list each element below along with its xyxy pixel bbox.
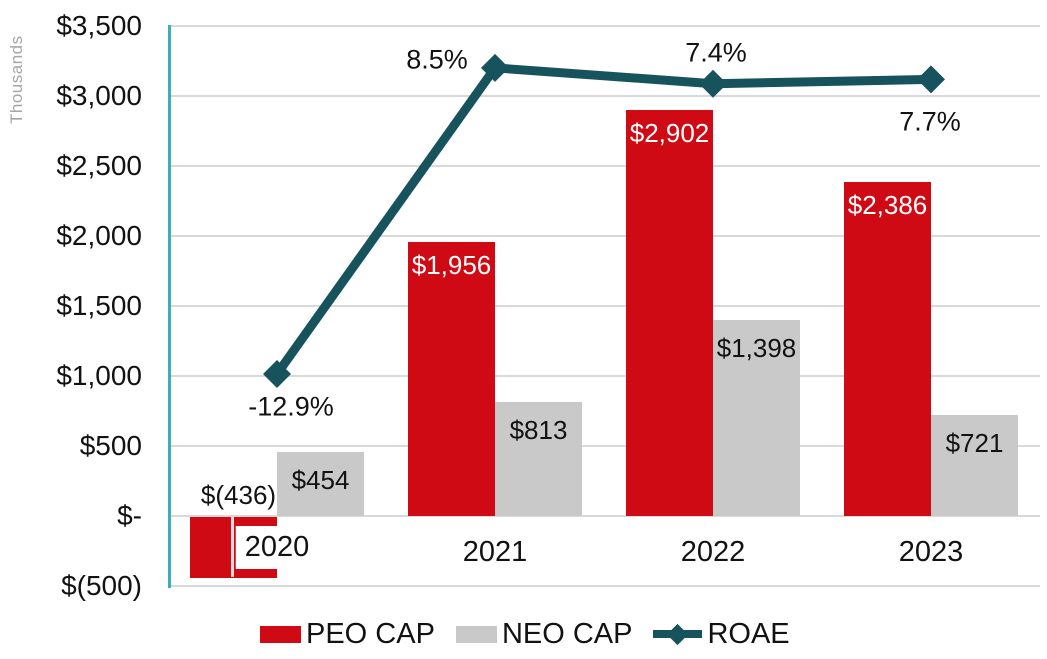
gridline <box>170 585 1040 587</box>
y-tick-1500: $1,500 <box>56 290 142 321</box>
gridline-zero <box>170 515 1040 517</box>
roae-line <box>273 63 932 377</box>
x-tick-label-2020: 2020 <box>235 526 319 569</box>
peo-cap-swatch-icon <box>260 625 301 643</box>
peo-cap-bar-2023 <box>844 182 931 516</box>
gridline <box>170 165 1040 167</box>
y-tick-500: $500 <box>79 430 142 461</box>
neo-cap-label-2022: $1,398 <box>716 333 797 363</box>
y-tick-2000: $2,000 <box>56 220 142 251</box>
roae-label-2023: 7.7% <box>899 106 961 137</box>
peo-cap-label-2021: $1,956 <box>411 250 492 280</box>
legend: PEO CAP NEO CAP ROAE <box>260 618 790 650</box>
x-tick-label-2023: 2023 <box>898 536 964 568</box>
legend-label-neo-cap: NEO CAP <box>501 617 633 650</box>
y-tick-neg-500: $(500) <box>61 570 142 601</box>
x-axis-tick-mark <box>231 517 234 577</box>
legend-item-peo-cap: PEO CAP <box>260 618 435 651</box>
neo-cap-bar-2021 <box>495 402 582 516</box>
neo-cap-label-2023: $721 <box>945 428 1004 458</box>
legend-label-peo-cap: PEO CAP <box>306 617 435 650</box>
x-tick-label-2022: 2022 <box>680 536 746 568</box>
gridline <box>170 95 1040 97</box>
roae-marker-2022 <box>699 69 727 98</box>
neo-cap-label-2021: $813 <box>509 415 568 445</box>
roae-marker-2021 <box>481 53 509 82</box>
peo-cap-label-2022: $2,902 <box>629 118 710 148</box>
gridline <box>170 25 1040 27</box>
legend-label-roae: ROAE <box>707 617 790 650</box>
peo-cap-bar-2022 <box>626 110 713 516</box>
neo-cap-label-2020: $454 <box>291 465 350 495</box>
neo-cap-swatch-icon <box>455 625 497 643</box>
x-tick-label-2021: 2021 <box>462 536 528 568</box>
legend-item-neo-cap: NEO CAP <box>455 617 633 651</box>
neo-cap-bar-2023 <box>931 415 1018 516</box>
roae-marker-2023 <box>917 65 945 94</box>
y-tick-3500: $3,500 <box>56 10 142 41</box>
y-axis-line <box>168 25 171 588</box>
y-tick-2500: $2,500 <box>56 150 142 181</box>
peo-cap-bar-2021 <box>408 242 495 516</box>
peo-cap-label-2023: $2,386 <box>847 190 928 220</box>
peo-cap-label-2020: $(436) <box>200 480 277 510</box>
legend-item-roae: ROAE <box>653 617 790 651</box>
y-tick-1000: $1,000 <box>56 360 142 391</box>
roae-legend-diamond-icon <box>667 623 689 646</box>
y-tick-zero: $- <box>117 500 142 531</box>
roae-line-marker-icon <box>653 620 703 648</box>
gridline <box>170 445 1040 447</box>
roae-marker-2020 <box>263 360 291 388</box>
roae-label-2022: 7.4% <box>685 37 747 68</box>
roae-label-2020: -12.9% <box>248 391 334 422</box>
neo-cap-bar-2020 <box>277 452 364 516</box>
y-tick-3000: $3,000 <box>56 80 142 111</box>
roae-label-2021: 8.5% <box>406 44 468 75</box>
